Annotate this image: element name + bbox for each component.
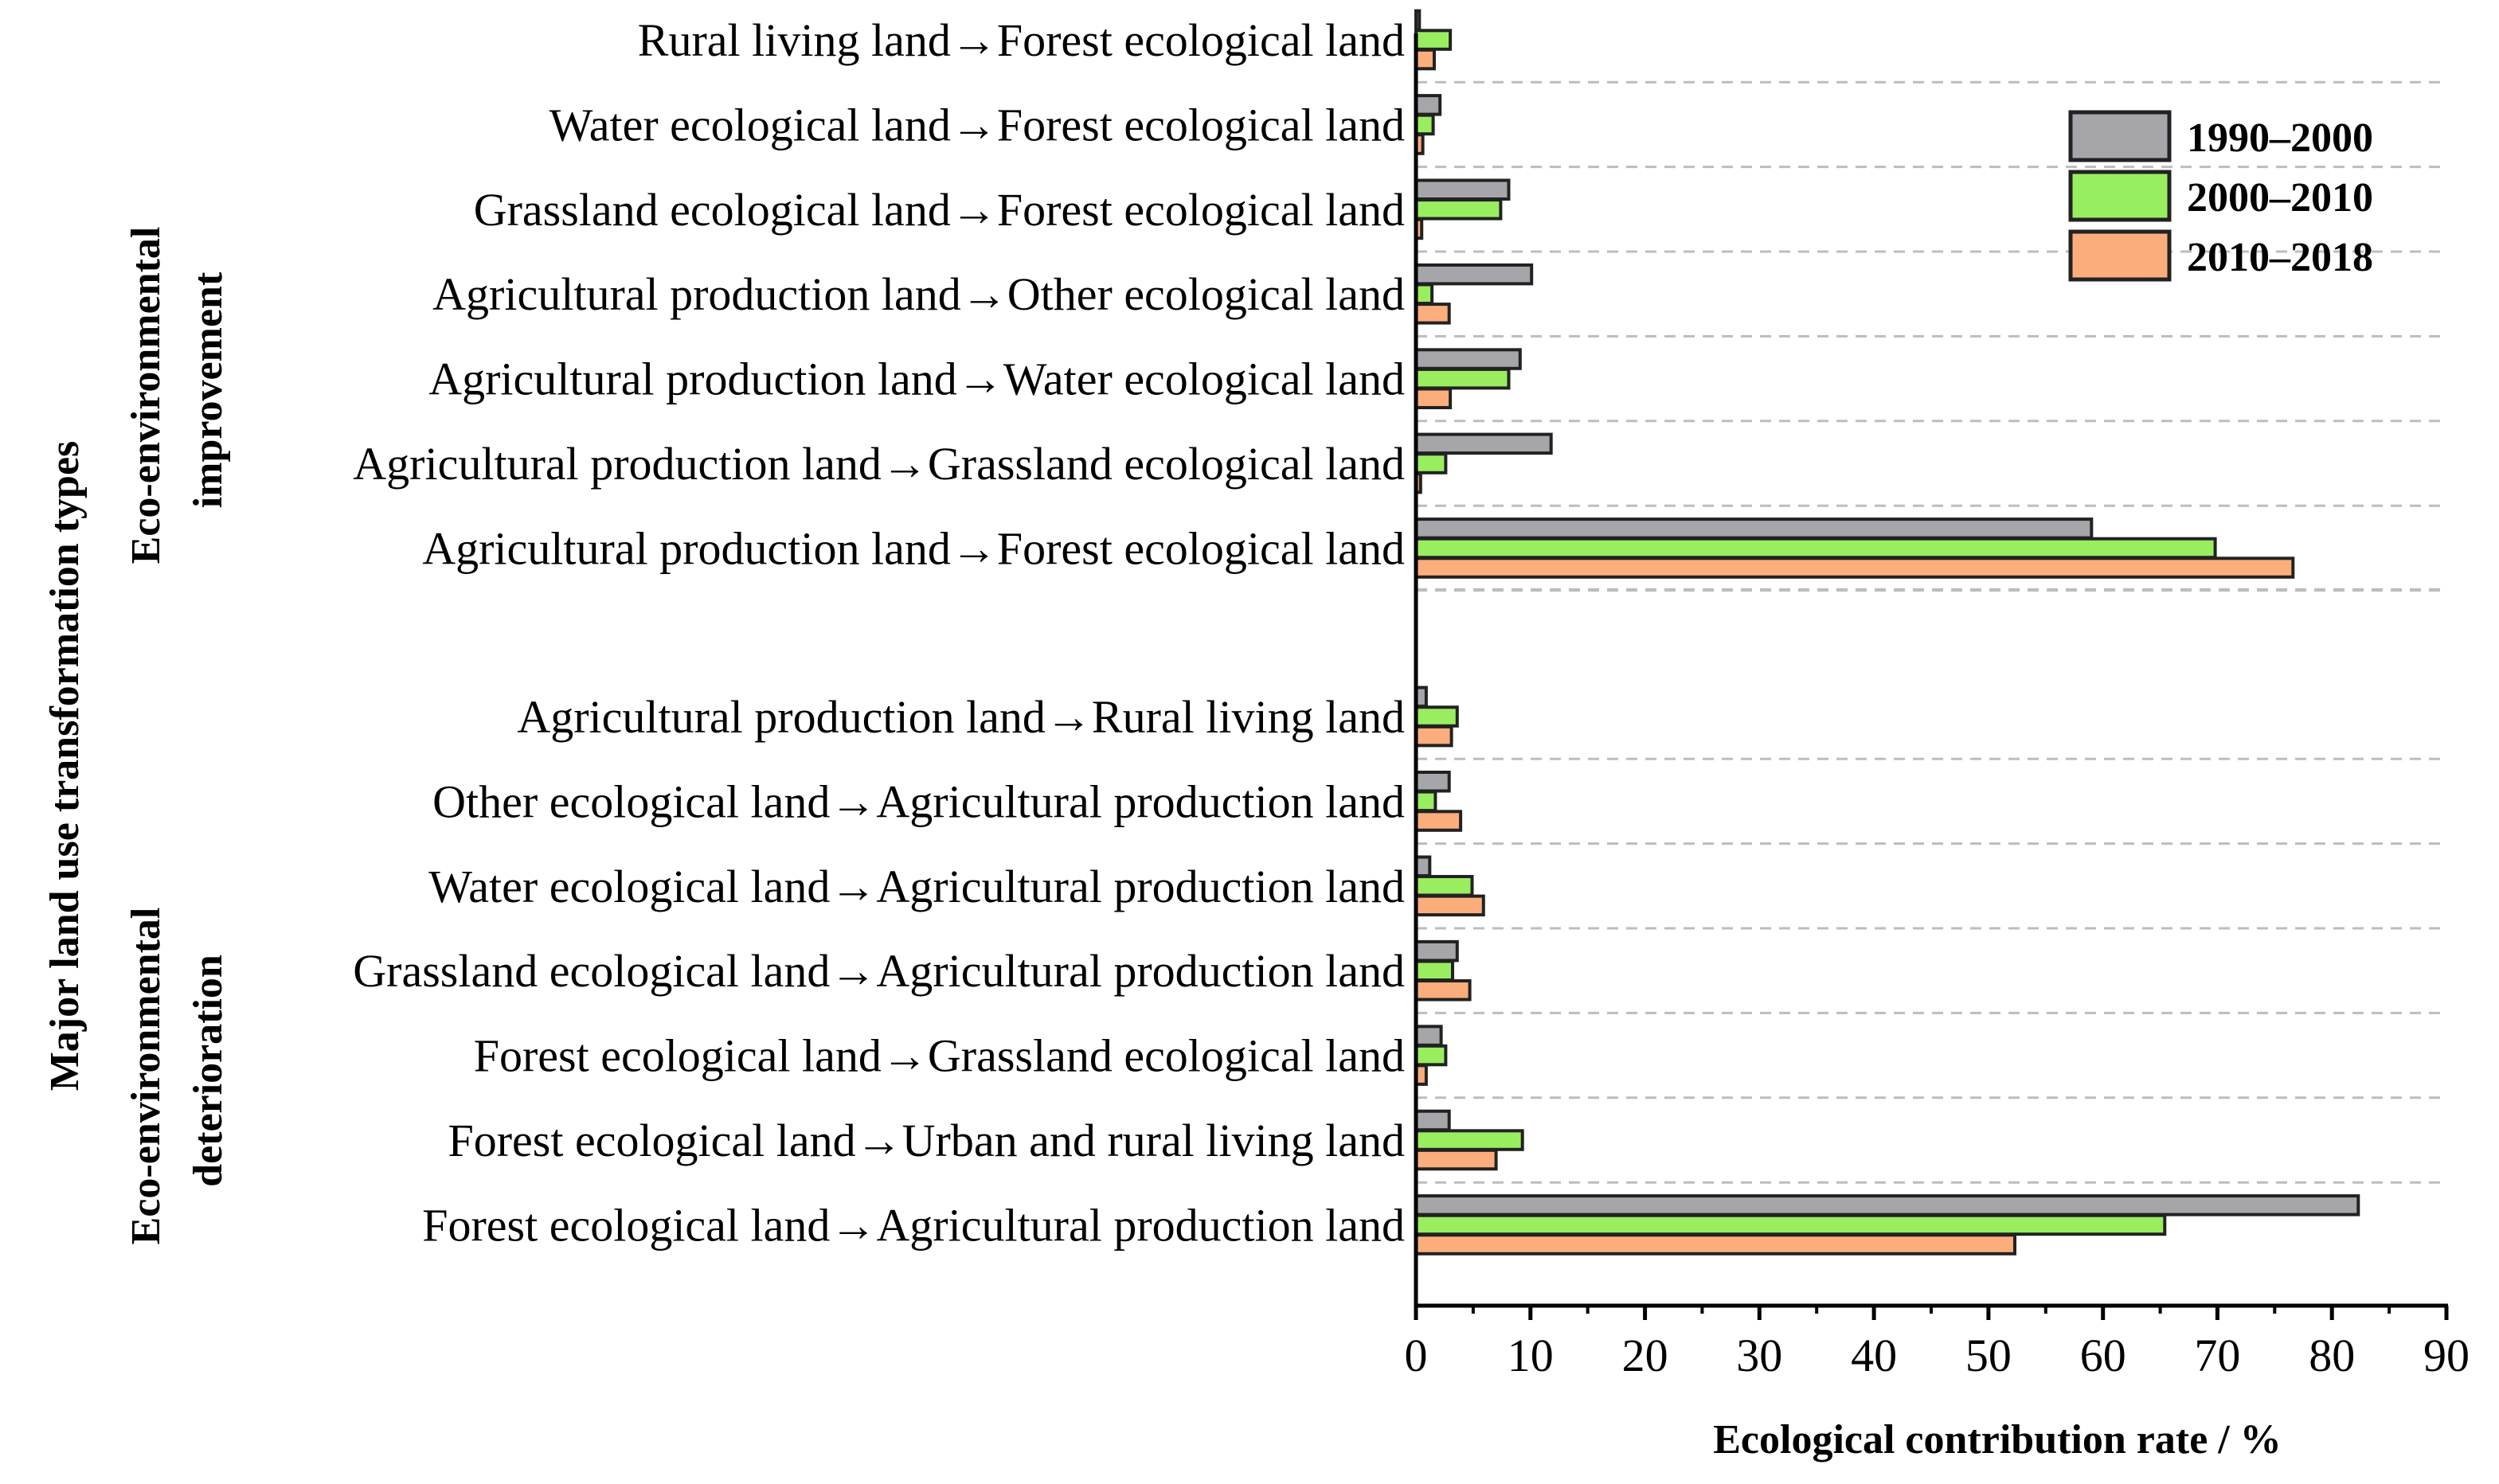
bar-2000-2010 <box>1414 198 1503 221</box>
category-label: Forest ecological land→Agricultural prod… <box>422 1199 1405 1251</box>
bar-2000-2010 <box>1414 875 1474 897</box>
bar-1990-2000 <box>1414 348 1522 370</box>
bar-1990-2000 <box>1414 855 1432 877</box>
x-tick-label: 70 <box>2194 1330 2240 1381</box>
x-tick-label: 80 <box>2309 1330 2355 1381</box>
bar-1990-2000 <box>1414 771 1451 793</box>
bar-2000-2010 <box>1414 452 1448 474</box>
category-label: Grassland ecological land→Agricultural p… <box>353 945 1405 997</box>
axes: 0 10 20 30 40 50 60 70 80 90 <box>1405 33 2470 1381</box>
legend-swatch-2000-2010 <box>2068 170 2172 222</box>
x-axis-title: Ecological contribution rate / % <box>1713 1417 2281 1463</box>
bar-1990-2000 <box>1414 1194 2360 1216</box>
bar-2000-2010 <box>1414 959 1454 982</box>
bar-2000-2010 <box>1414 705 1459 728</box>
bar-1990-2000 <box>1414 9 1422 32</box>
bar-2000-2010 <box>1414 537 2217 560</box>
bar-1990-2000 <box>1414 1025 1443 1047</box>
x-tick-label: 90 <box>2423 1330 2470 1381</box>
bar-2000-2010 <box>1414 29 1453 51</box>
bar-2010-2018 <box>1414 1233 2016 1256</box>
bar-2010-2018 <box>1414 894 1485 917</box>
category-label: Agricultural production land→Water ecolo… <box>428 353 1405 405</box>
category-label: Water ecological land→Agricultural produ… <box>428 861 1405 912</box>
group-title-line-2: improvement <box>186 271 231 508</box>
x-tick-label: 40 <box>1851 1330 1897 1381</box>
category-label: Agricultural production land→Grassland e… <box>353 438 1405 490</box>
x-tick-label: 60 <box>2080 1330 2126 1381</box>
bar-2000-2010 <box>1414 790 1437 813</box>
bar-2000-2010 <box>1414 1213 2167 1236</box>
category-label: Rural living land→Forest ecological land <box>638 14 1405 66</box>
group-title-line-1: Eco-environmental <box>123 227 169 564</box>
bar-1990-2000 <box>1414 178 1511 201</box>
legend-label-2000-2010: 2000–2010 <box>2187 175 2373 221</box>
category-labels: Rural living land→Forest ecological land… <box>353 14 1405 1251</box>
x-tick-label: 10 <box>1508 1330 1554 1381</box>
bar-2010-2018 <box>1414 1148 1498 1171</box>
bar-1990-2000 <box>1414 94 1442 116</box>
bar-2010-2018 <box>1414 979 1472 1002</box>
group-title-line-2: deterioration <box>186 955 231 1187</box>
category-label: Forest ecological land→Urban and rural l… <box>448 1115 1405 1166</box>
bar-2000-2010 <box>1414 1044 1448 1067</box>
bar-2000-2010 <box>1414 367 1511 390</box>
legend-swatch-2010-2018 <box>2068 229 2172 282</box>
bar-2000-2010 <box>1414 283 1434 305</box>
bar-2010-2018 <box>1414 387 1453 409</box>
bar-2010-2018 <box>1414 810 1463 832</box>
legend-label-1990-2000: 1990–2000 <box>2187 115 2373 161</box>
y-axis-title: Major land use transformation types <box>42 441 88 1092</box>
category-label: Agricultural production land→Forest ecol… <box>422 522 1405 574</box>
legend-label-2010-2018: 2010–2018 <box>2187 235 2373 280</box>
bar-2010-2018 <box>1414 303 1451 325</box>
bar-1990-2000 <box>1414 939 1459 963</box>
x-tick-label: 30 <box>1736 1330 1782 1381</box>
bar-1990-2000 <box>1414 1109 1451 1132</box>
bar-1990-2000 <box>1414 263 1534 286</box>
x-tick-label: 50 <box>1965 1330 2012 1381</box>
bar-2000-2010 <box>1414 113 1435 136</box>
bar-2010-2018 <box>1414 556 2295 579</box>
bar-2000-2010 <box>1414 1129 1524 1151</box>
category-label: Grassland ecological land→Forest ecologi… <box>474 184 1405 236</box>
category-label: Agricultural production land→Other ecolo… <box>432 268 1405 320</box>
category-label: Water ecological land→Forest ecological … <box>549 99 1405 150</box>
x-tick-label: 0 <box>1405 1330 1428 1381</box>
category-label: Other ecological land→Agricultural produ… <box>432 775 1405 827</box>
legend: 1990–2000 2000–2010 2010–2018 <box>2068 110 2373 282</box>
bar-1990-2000 <box>1414 432 1553 455</box>
bar-1990-2000 <box>1414 517 2094 540</box>
category-label: Forest ecological land→Grassland ecologi… <box>474 1030 1405 1082</box>
group-title-improvement: Eco-environmental improvement <box>123 217 231 564</box>
category-label: Agricultural production land→Rural livin… <box>517 691 1405 743</box>
bar-2010-2018 <box>1414 48 1436 71</box>
bar-2010-2018 <box>1414 724 1453 748</box>
group-title-line-1: Eco-environmental <box>123 908 169 1245</box>
legend-swatch-1990-2000 <box>2068 110 2172 162</box>
group-title-deterioration: Eco-environmental deterioration <box>123 897 231 1245</box>
x-tick-label: 20 <box>1622 1330 1668 1381</box>
